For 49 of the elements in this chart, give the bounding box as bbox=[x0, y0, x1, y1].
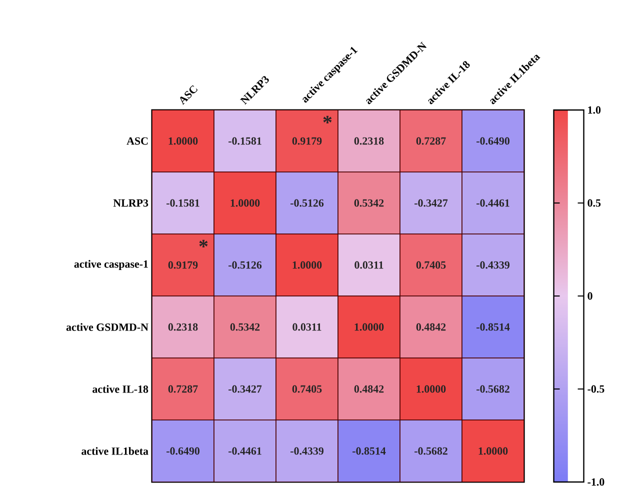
data-label: -0.8514 bbox=[476, 323, 510, 331]
data-label: 0.7405 bbox=[292, 385, 322, 393]
color-bar-label: 1.0 bbox=[588, 106, 601, 114]
data-label: -0.1581 bbox=[166, 199, 200, 207]
y-tick-label: active IL1beta bbox=[82, 447, 148, 455]
data-label: -0.3427 bbox=[414, 199, 448, 207]
data-label: 0.0311 bbox=[354, 261, 384, 269]
y-tick-label: active caspase-1 bbox=[74, 260, 148, 270]
data-label: -0.5682 bbox=[414, 447, 448, 455]
data-label: -0.4339 bbox=[476, 261, 510, 269]
data-label: 0.7287 bbox=[168, 385, 198, 393]
data-label: 0.5342 bbox=[354, 199, 384, 207]
color-bar-label: 0.5 bbox=[588, 199, 601, 207]
data-label: -0.4339 bbox=[290, 447, 324, 455]
data-label: -0.5126 bbox=[290, 199, 324, 207]
annotation: * bbox=[323, 116, 332, 124]
annotation: * bbox=[199, 240, 208, 248]
data-label: 0.0311 bbox=[292, 323, 322, 331]
data-label: 0.2318 bbox=[168, 323, 198, 331]
color-bar-label: -1.0 bbox=[588, 478, 604, 486]
data-label: -0.8514 bbox=[352, 447, 386, 455]
data-label: -0.6490 bbox=[166, 447, 200, 455]
color-bar-label: -0.5 bbox=[588, 385, 604, 393]
y-tick-label: NLRP3 bbox=[113, 199, 148, 207]
data-label: -0.1581 bbox=[228, 137, 262, 145]
data-label: -0.4461 bbox=[476, 199, 510, 207]
data-label: -0.6490 bbox=[476, 137, 510, 145]
data-label: 0.7287 bbox=[416, 137, 446, 145]
data-label: 1.0000 bbox=[416, 385, 446, 393]
data-label: -0.5126 bbox=[228, 261, 262, 269]
data-label: 1.0000 bbox=[230, 199, 260, 207]
data-label: 1.0000 bbox=[292, 261, 322, 269]
data-label: -0.4461 bbox=[228, 447, 262, 455]
data-label: 0.9179 bbox=[292, 137, 322, 145]
y-tick-label: ASC bbox=[126, 137, 148, 145]
data-label: 0.4842 bbox=[416, 323, 446, 331]
y-tick-label: active IL-18 bbox=[92, 385, 148, 393]
data-label: -0.5682 bbox=[476, 385, 510, 393]
data-label: -0.3427 bbox=[228, 385, 262, 393]
data-label: 1.0000 bbox=[478, 447, 508, 455]
data-label: 0.5342 bbox=[230, 323, 260, 331]
data-label: 1.0000 bbox=[168, 137, 198, 145]
data-label: 1.0000 bbox=[354, 323, 384, 331]
data-label: 0.9179 bbox=[168, 261, 198, 269]
data-label: 0.4842 bbox=[354, 385, 384, 393]
y-tick-label: active GSDMD-N bbox=[66, 323, 148, 331]
data-label: 0.2318 bbox=[354, 137, 384, 145]
data-label: 0.7405 bbox=[416, 261, 446, 269]
color-bar-label: 0 bbox=[588, 292, 592, 300]
